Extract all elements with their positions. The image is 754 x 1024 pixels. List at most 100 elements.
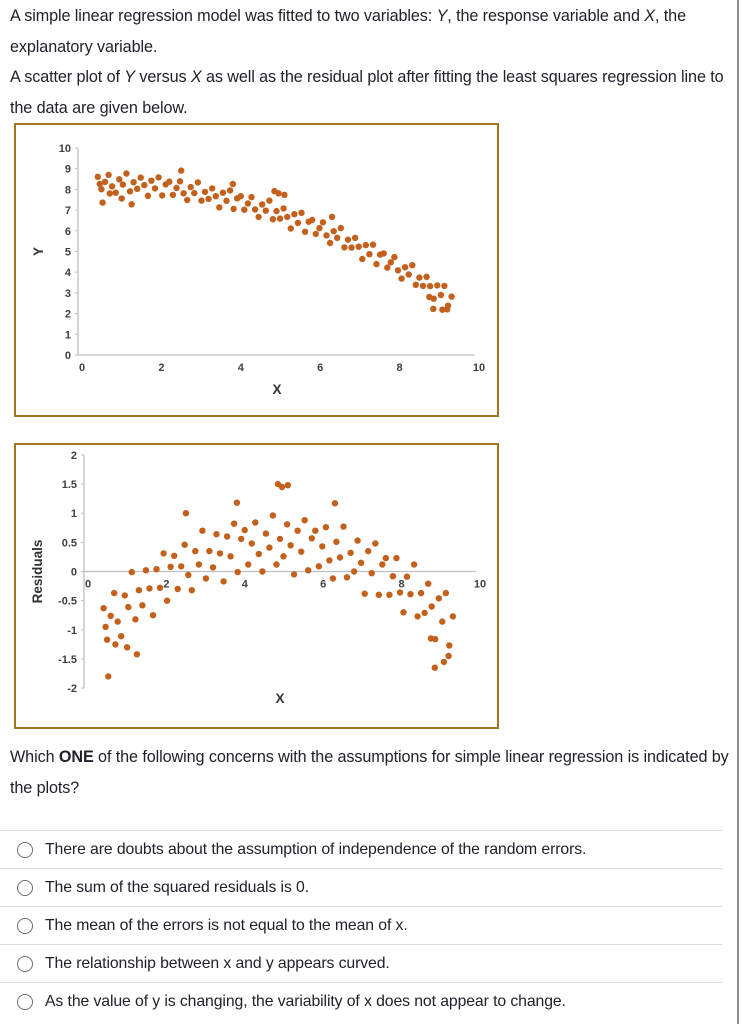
data-point: [449, 613, 457, 620]
data-point: [414, 613, 421, 620]
x-axis-tick-label: 10: [474, 579, 486, 591]
data-point: [347, 549, 354, 556]
data-point: [362, 241, 369, 249]
data-point: [312, 230, 319, 238]
answer-option-5-label: As the value of y is changing, the varia…: [45, 992, 566, 1010]
y-axis-tick-label: 1: [65, 329, 71, 341]
radio-button-2[interactable]: [17, 879, 33, 896]
data-point: [148, 177, 155, 184]
data-point: [368, 570, 375, 577]
data-point: [275, 190, 282, 197]
data-point: [344, 236, 352, 243]
data-point: [425, 580, 432, 587]
data-point: [444, 306, 451, 313]
data-point: [309, 216, 316, 224]
radio-button-4[interactable]: [17, 955, 33, 972]
data-point: [169, 191, 177, 198]
data-point: [142, 567, 150, 574]
x-axis-tick-label: 2: [163, 579, 169, 591]
data-point: [382, 554, 389, 562]
data-point: [322, 524, 330, 531]
answer-option-1[interactable]: There are doubts about the assumption of…: [0, 830, 722, 868]
data-point: [141, 181, 148, 189]
x-axis-tick-label: 8: [397, 362, 403, 374]
data-point: [163, 597, 171, 604]
data-point: [266, 544, 273, 551]
data-point: [167, 563, 174, 570]
data-point: [387, 259, 394, 266]
data-point: [312, 527, 319, 534]
data-point: [223, 533, 231, 540]
answer-option-3[interactable]: The mean of the errors is not equal to t…: [0, 906, 722, 944]
radio-button-5[interactable]: [17, 993, 33, 1010]
data-point: [259, 201, 266, 208]
data-point: [206, 547, 213, 555]
y-axis-tick-label: 8: [65, 184, 71, 196]
answer-option-2[interactable]: The sum of the squared residuals is 0.: [0, 868, 722, 906]
data-point: [194, 179, 202, 186]
answer-option-5[interactable]: As the value of y is changing, the varia…: [0, 982, 722, 1020]
answer-option-4[interactable]: The relationship between x and y appears…: [0, 944, 722, 982]
data-point: [328, 213, 336, 221]
x-axis-title: X: [275, 691, 284, 706]
data-point: [340, 523, 347, 530]
data-point: [428, 603, 435, 610]
data-point: [209, 564, 217, 571]
question-text: Which ONE of the following concerns with…: [10, 742, 740, 804]
data-point: [283, 521, 291, 528]
data-point: [187, 183, 194, 191]
data-point: [241, 206, 248, 213]
data-point: [123, 644, 131, 651]
data-point: [400, 609, 407, 616]
y-axis-tick-label: 9: [65, 164, 71, 176]
data-point: [412, 281, 419, 288]
data-point: [448, 293, 455, 300]
data-point: [123, 170, 130, 177]
x-axis-tick-label: 4: [242, 579, 249, 591]
data-point: [426, 282, 434, 290]
text-segment: A simple linear regression model was fit…: [10, 7, 437, 25]
options-list: There are doubts about the assumption of…: [0, 830, 722, 1020]
data-point: [298, 209, 305, 216]
y-axis-tick-label: 0: [65, 350, 71, 362]
data-point: [386, 591, 393, 598]
data-point: [219, 189, 227, 196]
data-point: [276, 215, 284, 222]
y-axis-tick-label: 7: [65, 205, 71, 217]
data-point: [441, 282, 448, 290]
data-point: [132, 616, 139, 623]
intro-paragraph-2: A scatter plot of Y versus X as well as …: [10, 62, 740, 124]
data-point: [106, 190, 114, 197]
data-point: [341, 244, 348, 251]
data-point: [323, 232, 330, 239]
data-point: [405, 271, 412, 278]
radio-button-1[interactable]: [17, 841, 33, 858]
answer-option-3-label: The mean of the errors is not equal to t…: [45, 916, 408, 934]
data-point: [184, 196, 191, 204]
y-axis-title: Y: [31, 247, 46, 256]
text-segment: Y: [436, 7, 448, 25]
data-point: [181, 541, 188, 548]
data-point: [144, 192, 152, 199]
text-segment: Which: [10, 748, 59, 766]
radio-button-3[interactable]: [17, 917, 33, 934]
x-axis-tick-label: 2: [158, 362, 164, 374]
y-axis-title: Residuals: [30, 540, 45, 604]
data-point: [380, 250, 387, 257]
data-point: [133, 651, 141, 658]
data-point: [329, 575, 337, 582]
data-point: [126, 188, 134, 195]
data-point: [101, 178, 109, 186]
data-point: [111, 589, 118, 597]
data-point: [255, 550, 262, 558]
data-point: [439, 618, 446, 625]
data-point: [316, 224, 323, 232]
y-axis-tick-label: 1: [71, 508, 77, 520]
data-point: [326, 239, 334, 247]
data-point: [410, 561, 418, 568]
y-axis-tick-label: 1.5: [62, 479, 77, 491]
x-axis-tick-label: 6: [317, 362, 323, 374]
data-point: [330, 228, 337, 235]
data-point: [298, 548, 305, 555]
data-point: [174, 585, 181, 593]
